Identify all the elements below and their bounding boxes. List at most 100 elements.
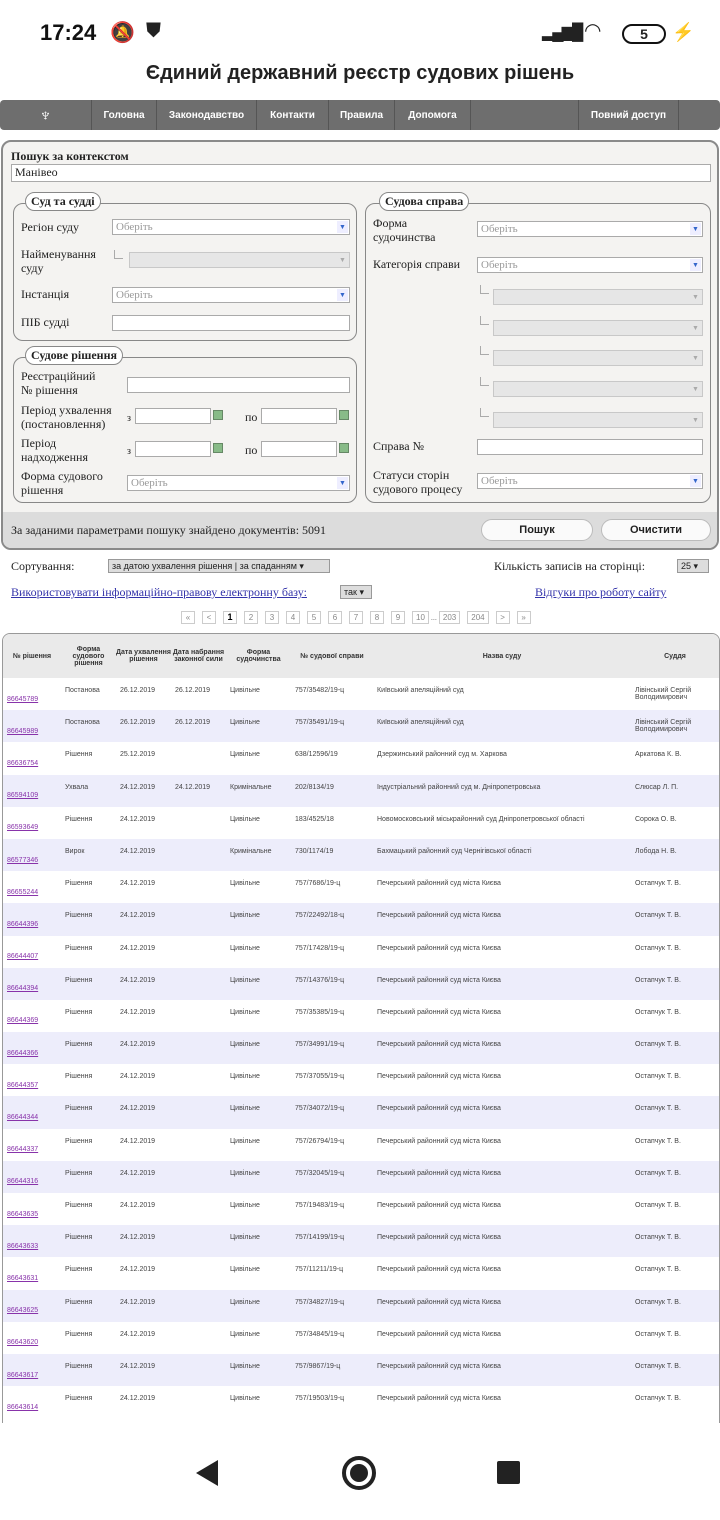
decision-link[interactable]: 86644316 — [7, 1178, 39, 1186]
instance-select[interactable]: Оберіть ▼ — [112, 287, 350, 303]
nav-full-access[interactable]: Повний доступ — [579, 100, 679, 130]
page-button[interactable]: » — [516, 611, 531, 624]
table-row: 86643617 Рішення 24.12.2019 Цивільне 757/986… — [3, 1353, 719, 1387]
subcategory-select-4[interactable]: ▼ — [493, 381, 703, 397]
proceeding-form-select[interactable]: Оберіть ▼ — [477, 221, 703, 237]
decision-link[interactable]: 86644396 — [7, 920, 39, 928]
subcategory-select-3[interactable]: ▼ — [493, 350, 703, 366]
decision-link[interactable]: 86643635 — [7, 1210, 39, 1218]
instance-label: Інстанція — [21, 287, 70, 301]
per-page-select[interactable]: 25 ▾ — [677, 559, 709, 573]
decision-link[interactable]: 86644394 — [7, 985, 39, 993]
decision-link[interactable]: 86645989 — [7, 727, 39, 735]
decision-link[interactable]: 86577346 — [7, 856, 39, 864]
table-cell: 757/34991/19-ц — [291, 1032, 373, 1065]
chevron-down-icon: ▼ — [692, 354, 699, 362]
table-cell: 757/32045/19-ц — [291, 1160, 373, 1193]
trident-logo-icon[interactable]: ♆ — [0, 100, 92, 130]
page-button[interactable]: 204 — [467, 611, 489, 624]
page-button[interactable]: 2 — [244, 611, 258, 624]
adopted-from-input[interactable] — [135, 408, 211, 424]
page-button[interactable]: 6 — [328, 611, 342, 624]
decision-link[interactable]: 86594109 — [7, 792, 39, 800]
nav-rules[interactable]: Правила — [329, 100, 395, 130]
table-cell: 24.12.2019 — [120, 1395, 156, 1403]
page-button[interactable]: 7 — [349, 611, 363, 624]
legal-base-select[interactable]: так ▾ — [340, 585, 372, 599]
page-button[interactable]: 203 — [438, 611, 461, 624]
decision-link[interactable]: 86643631 — [7, 1274, 39, 1282]
page-button[interactable]: « — [181, 611, 195, 624]
decision-link[interactable]: 86644357 — [7, 1081, 39, 1089]
subcategory-select-1[interactable]: ▼ — [493, 289, 703, 305]
page-button[interactable]: 4 — [286, 611, 300, 624]
subcategory-select-5[interactable]: ▼ — [493, 412, 703, 428]
party-status-select[interactable]: Оберіть ▼ — [477, 473, 703, 489]
context-search-input[interactable]: Манівео — [11, 164, 711, 182]
received-from-input[interactable] — [135, 441, 211, 457]
adopted-to-input[interactable] — [261, 408, 337, 424]
calendar-icon[interactable] — [339, 410, 349, 420]
nav-legislation[interactable]: Законодавство — [157, 100, 257, 130]
table-row: 86644337 Рішення 24.12.2019 Цивільне 757/267… — [3, 1129, 719, 1161]
clear-button[interactable]: Очистити — [601, 519, 711, 541]
decision-link[interactable]: 86593649 — [7, 824, 39, 832]
page-button[interactable]: 5 — [307, 611, 321, 624]
calendar-icon[interactable] — [213, 410, 223, 420]
table-cell: Рішення — [61, 1353, 116, 1387]
result-bar: За заданими параметрами пошуку знайдено … — [3, 512, 717, 548]
decision-link[interactable]: 86644337 — [7, 1146, 39, 1154]
decision-link[interactable]: 86655244 — [7, 888, 39, 896]
page-button[interactable]: < — [202, 611, 216, 624]
received-to-input[interactable] — [261, 441, 337, 457]
sort-select[interactable]: за датою ухвалення рішення | за спадання… — [108, 559, 330, 573]
reg-number-input[interactable] — [127, 377, 350, 393]
nav-contacts[interactable]: Контакти — [257, 100, 329, 130]
page-button[interactable]: 8 — [370, 611, 384, 624]
page-button[interactable]: 10 — [412, 611, 429, 624]
table-cell: 757/37055/19-ц — [295, 1073, 345, 1081]
page-button[interactable]: 3 — [265, 611, 279, 624]
decision-link[interactable]: 86643633 — [7, 1242, 39, 1250]
court-name-select[interactable]: ▼ — [129, 252, 350, 268]
decision-link[interactable]: 86636754 — [7, 759, 39, 767]
nav-help[interactable]: Допомога — [395, 100, 471, 130]
decision-link[interactable]: 86643617 — [7, 1371, 39, 1379]
battery-icon: 5 — [622, 24, 666, 44]
nav-home[interactable]: Головна — [92, 100, 157, 130]
table-cell: Цивільне — [230, 880, 260, 888]
decision-link[interactable]: 86645789 — [7, 695, 39, 703]
recents-icon[interactable] — [497, 1461, 520, 1484]
home-icon[interactable] — [342, 1456, 376, 1490]
use-legal-base-link[interactable]: Використовувати інформаційно-правову еле… — [11, 585, 307, 599]
decision-link[interactable]: 86644344 — [7, 1114, 39, 1122]
table-cell — [171, 1000, 226, 1032]
column-header: Форма судочинства — [226, 634, 291, 678]
decision-form-select[interactable]: Оберіть ▼ — [127, 475, 350, 491]
page-button[interactable]: 9 — [391, 611, 405, 624]
decision-link[interactable]: 86643620 — [7, 1339, 39, 1347]
table-row: 86644394 Рішення 24.12.2019 Цивільне 757/143… — [3, 967, 719, 1000]
page-button[interactable]: 1 — [223, 611, 237, 624]
decision-link[interactable]: 86644366 — [7, 1049, 39, 1057]
decision-link[interactable]: 86644407 — [7, 953, 39, 961]
calendar-icon[interactable] — [339, 443, 349, 453]
decision-link[interactable]: 86643625 — [7, 1307, 39, 1315]
category-select[interactable]: Оберіть ▼ — [477, 257, 703, 273]
table-cell: Цивільне — [230, 944, 260, 952]
table-row: 86644396 Рішення 24.12.2019 Цивільне 757/224… — [3, 903, 719, 936]
table-cell: 86644344 — [3, 1096, 61, 1129]
region-select[interactable]: Оберіть ▼ — [112, 219, 350, 235]
back-icon[interactable] — [196, 1460, 218, 1486]
table-cell: 26.12.2019 — [116, 710, 171, 743]
subcategory-select-2[interactable]: ▼ — [493, 320, 703, 336]
decision-link[interactable]: 86643614 — [7, 1403, 39, 1411]
case-number-input[interactable] — [477, 439, 703, 455]
judge-input[interactable] — [112, 315, 350, 331]
search-button[interactable]: Пошук — [481, 519, 593, 541]
table-cell: 86643617 — [3, 1353, 61, 1387]
page-button[interactable]: > — [495, 611, 510, 624]
decision-link[interactable]: 86644369 — [7, 1017, 39, 1025]
calendar-icon[interactable] — [213, 443, 223, 453]
feedback-link[interactable]: Відгуки про роботу сайту — [535, 585, 667, 599]
